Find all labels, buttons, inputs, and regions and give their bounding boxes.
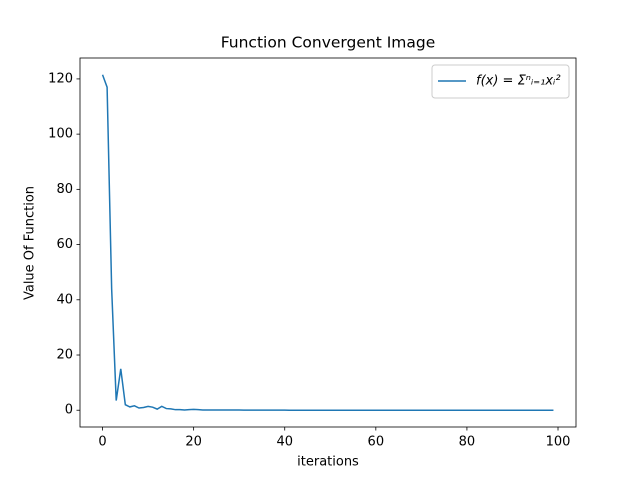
x-tick-label: 20 (185, 435, 202, 450)
x-tick-label: 0 (98, 435, 106, 450)
y-tick-label: 40 (56, 292, 73, 307)
y-tick-label: 20 (56, 348, 73, 363)
legend-label: f(x) = Σⁿᵢ₌₁xᵢ² (476, 74, 561, 89)
y-axis-label: Value Of Function (23, 186, 38, 300)
legend-box (431, 64, 570, 99)
y-tick-label: 0 (65, 403, 73, 418)
x-tick-label: 100 (546, 435, 571, 450)
x-tick-label: 40 (276, 435, 293, 450)
x-tick-label: 60 (368, 435, 385, 450)
y-tick-label: 120 (48, 71, 73, 86)
x-axis-label: iterations (297, 455, 359, 470)
y-tick-label: 100 (48, 127, 73, 142)
plot-frame (79, 57, 577, 428)
chart-title: Function Convergent Image (221, 34, 436, 52)
y-tick-label: 60 (56, 237, 73, 252)
y-tick-label: 80 (56, 182, 73, 197)
data-line (101, 74, 554, 411)
x-tick-label: 80 (459, 435, 476, 450)
